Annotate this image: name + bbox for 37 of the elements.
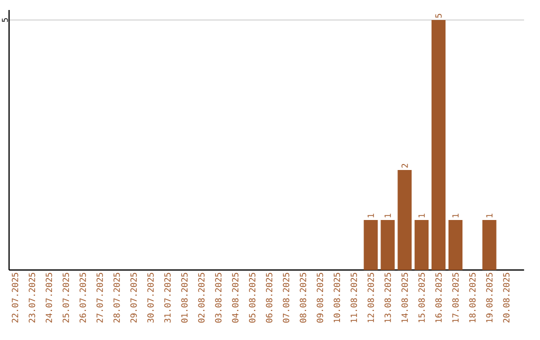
x-tick-label: 15.08.2025	[418, 272, 425, 322]
x-tick-label: 05.08.2025	[248, 272, 256, 323]
x-tick-label: 28.07.2025	[113, 272, 120, 323]
data-label: 1	[418, 214, 425, 218]
x-tick-label: 11.08.2025	[350, 272, 358, 322]
x-tick-label: 06.08.2025	[266, 272, 272, 323]
x-tick-label: 29.07.2025	[130, 272, 137, 323]
x-tick-label: 13.08.2025	[384, 272, 391, 322]
x-tick-label: 16.08.2025	[435, 272, 442, 322]
x-tick-label: 27.07.2025	[96, 272, 103, 323]
x-tick-label: 04.08.2025	[232, 272, 238, 323]
data-label: 1	[486, 214, 492, 218]
x-tick-label: 18.08.2025	[469, 272, 476, 322]
x-tick-label: 22.07.2025	[12, 272, 18, 323]
x-tick-label: 30.07.2025	[147, 272, 154, 323]
x-tick-label: 23.07.2025	[28, 272, 36, 323]
x-tick-label: 01.08.2025	[181, 272, 188, 323]
data-label: 5	[435, 14, 442, 18]
x-tick-label: 25.07.2025	[62, 272, 70, 323]
x-tick-label: 20.08.2025	[503, 272, 510, 323]
x-tick-label: 07.08.2025	[282, 272, 290, 323]
x-tick-label: 02.08.2025	[198, 272, 205, 323]
x-tick-label: 12.08.2025	[368, 272, 374, 322]
x-tick-label: 24.07.2025	[46, 272, 52, 323]
x-tick-label: 09.08.2025	[316, 272, 324, 323]
data-label: 1	[452, 214, 459, 218]
data-label: 1	[368, 214, 374, 218]
x-tick-label: 31.07.2025	[164, 272, 171, 323]
x-tick-label: 14.08.2025	[401, 272, 408, 322]
x-tick-label: 26.07.2025	[80, 272, 86, 323]
data-label: 2	[402, 164, 408, 168]
x-tick-label: 03.08.2025	[215, 272, 222, 323]
data-label: 1	[384, 214, 391, 218]
x-tick-label: 19.08.2025	[486, 272, 493, 322]
x-tick-label: 08.08.2025	[300, 272, 306, 323]
x-tick-label: 10.08.2025	[334, 272, 340, 322]
x-tick-label: 17.08.2025	[452, 272, 459, 322]
